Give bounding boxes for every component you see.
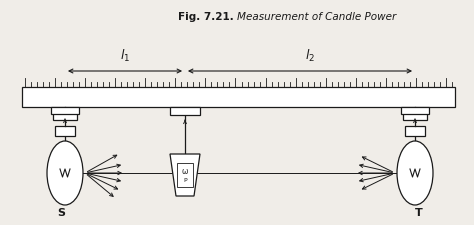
Bar (170, 107, 200, 115)
Bar (177, 163, 193, 187)
Polygon shape (170, 154, 200, 196)
Bar (22, 87, 455, 107)
Text: T: T (415, 208, 423, 218)
Bar (405, 126, 425, 136)
Bar (55, 126, 75, 136)
Ellipse shape (47, 141, 83, 205)
Bar (403, 108, 427, 120)
Bar (51, 107, 79, 114)
Text: $l_2$: $l_2$ (305, 48, 315, 64)
Text: Measurement of Candle Power: Measurement of Candle Power (237, 12, 396, 22)
Text: S: S (57, 208, 65, 218)
Bar (401, 107, 429, 114)
Text: $l_1$: $l_1$ (120, 48, 130, 64)
Bar (53, 108, 77, 120)
Text: ω: ω (182, 167, 188, 176)
Text: Fig. 7.21.: Fig. 7.21. (178, 12, 237, 22)
Ellipse shape (397, 141, 433, 205)
Text: P: P (183, 178, 187, 183)
